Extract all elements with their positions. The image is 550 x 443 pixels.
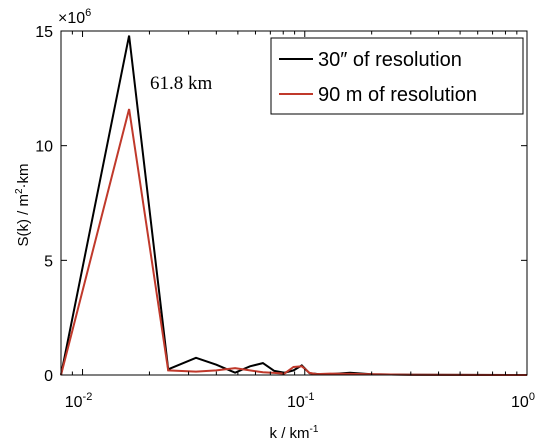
y-axis-label: S(k) / m2·km [14,163,32,246]
x-axis-label-main: k / km [270,425,310,442]
y-multiplier-base: ×10 [58,10,85,27]
series-layer [60,35,528,376]
y-axis-label-main: S(k) / m [15,194,32,247]
peak-annotation: 61.8 km [150,73,213,94]
x-axis-label-sup: -1 [310,424,319,435]
y-axis-label-sup: 2 [14,188,25,194]
x-tick-label: 10-2 [65,391,93,411]
x-axis-label: k / km-1 [270,424,319,442]
x-axis-ticks: 10-2 10-1 100 [60,31,535,411]
x-tick-label: 100 [511,391,535,411]
y-tick-label: 10 [35,139,53,156]
legend-box [270,37,524,115]
series-line-90m [60,108,528,376]
y-multiplier-exp: 6 [85,7,91,19]
legend-label-90m: 90 m of resolution [318,84,477,106]
plot-frame [60,30,528,376]
y-tick-label: 0 [44,368,53,385]
legend-label-30sec: 30″ of resolution [318,49,462,71]
y-tick-label: 5 [44,253,53,270]
y-tick-label: 15 [35,24,53,41]
y-axis-label-tail: ·km [15,163,32,188]
y-multiplier: ×106 [58,7,91,27]
y-axis-ticks: 0 5 10 15 [35,24,527,385]
x-tick-label: 10-1 [287,391,315,411]
legend: 30″ of resolution 90 m of resolution [270,37,524,115]
